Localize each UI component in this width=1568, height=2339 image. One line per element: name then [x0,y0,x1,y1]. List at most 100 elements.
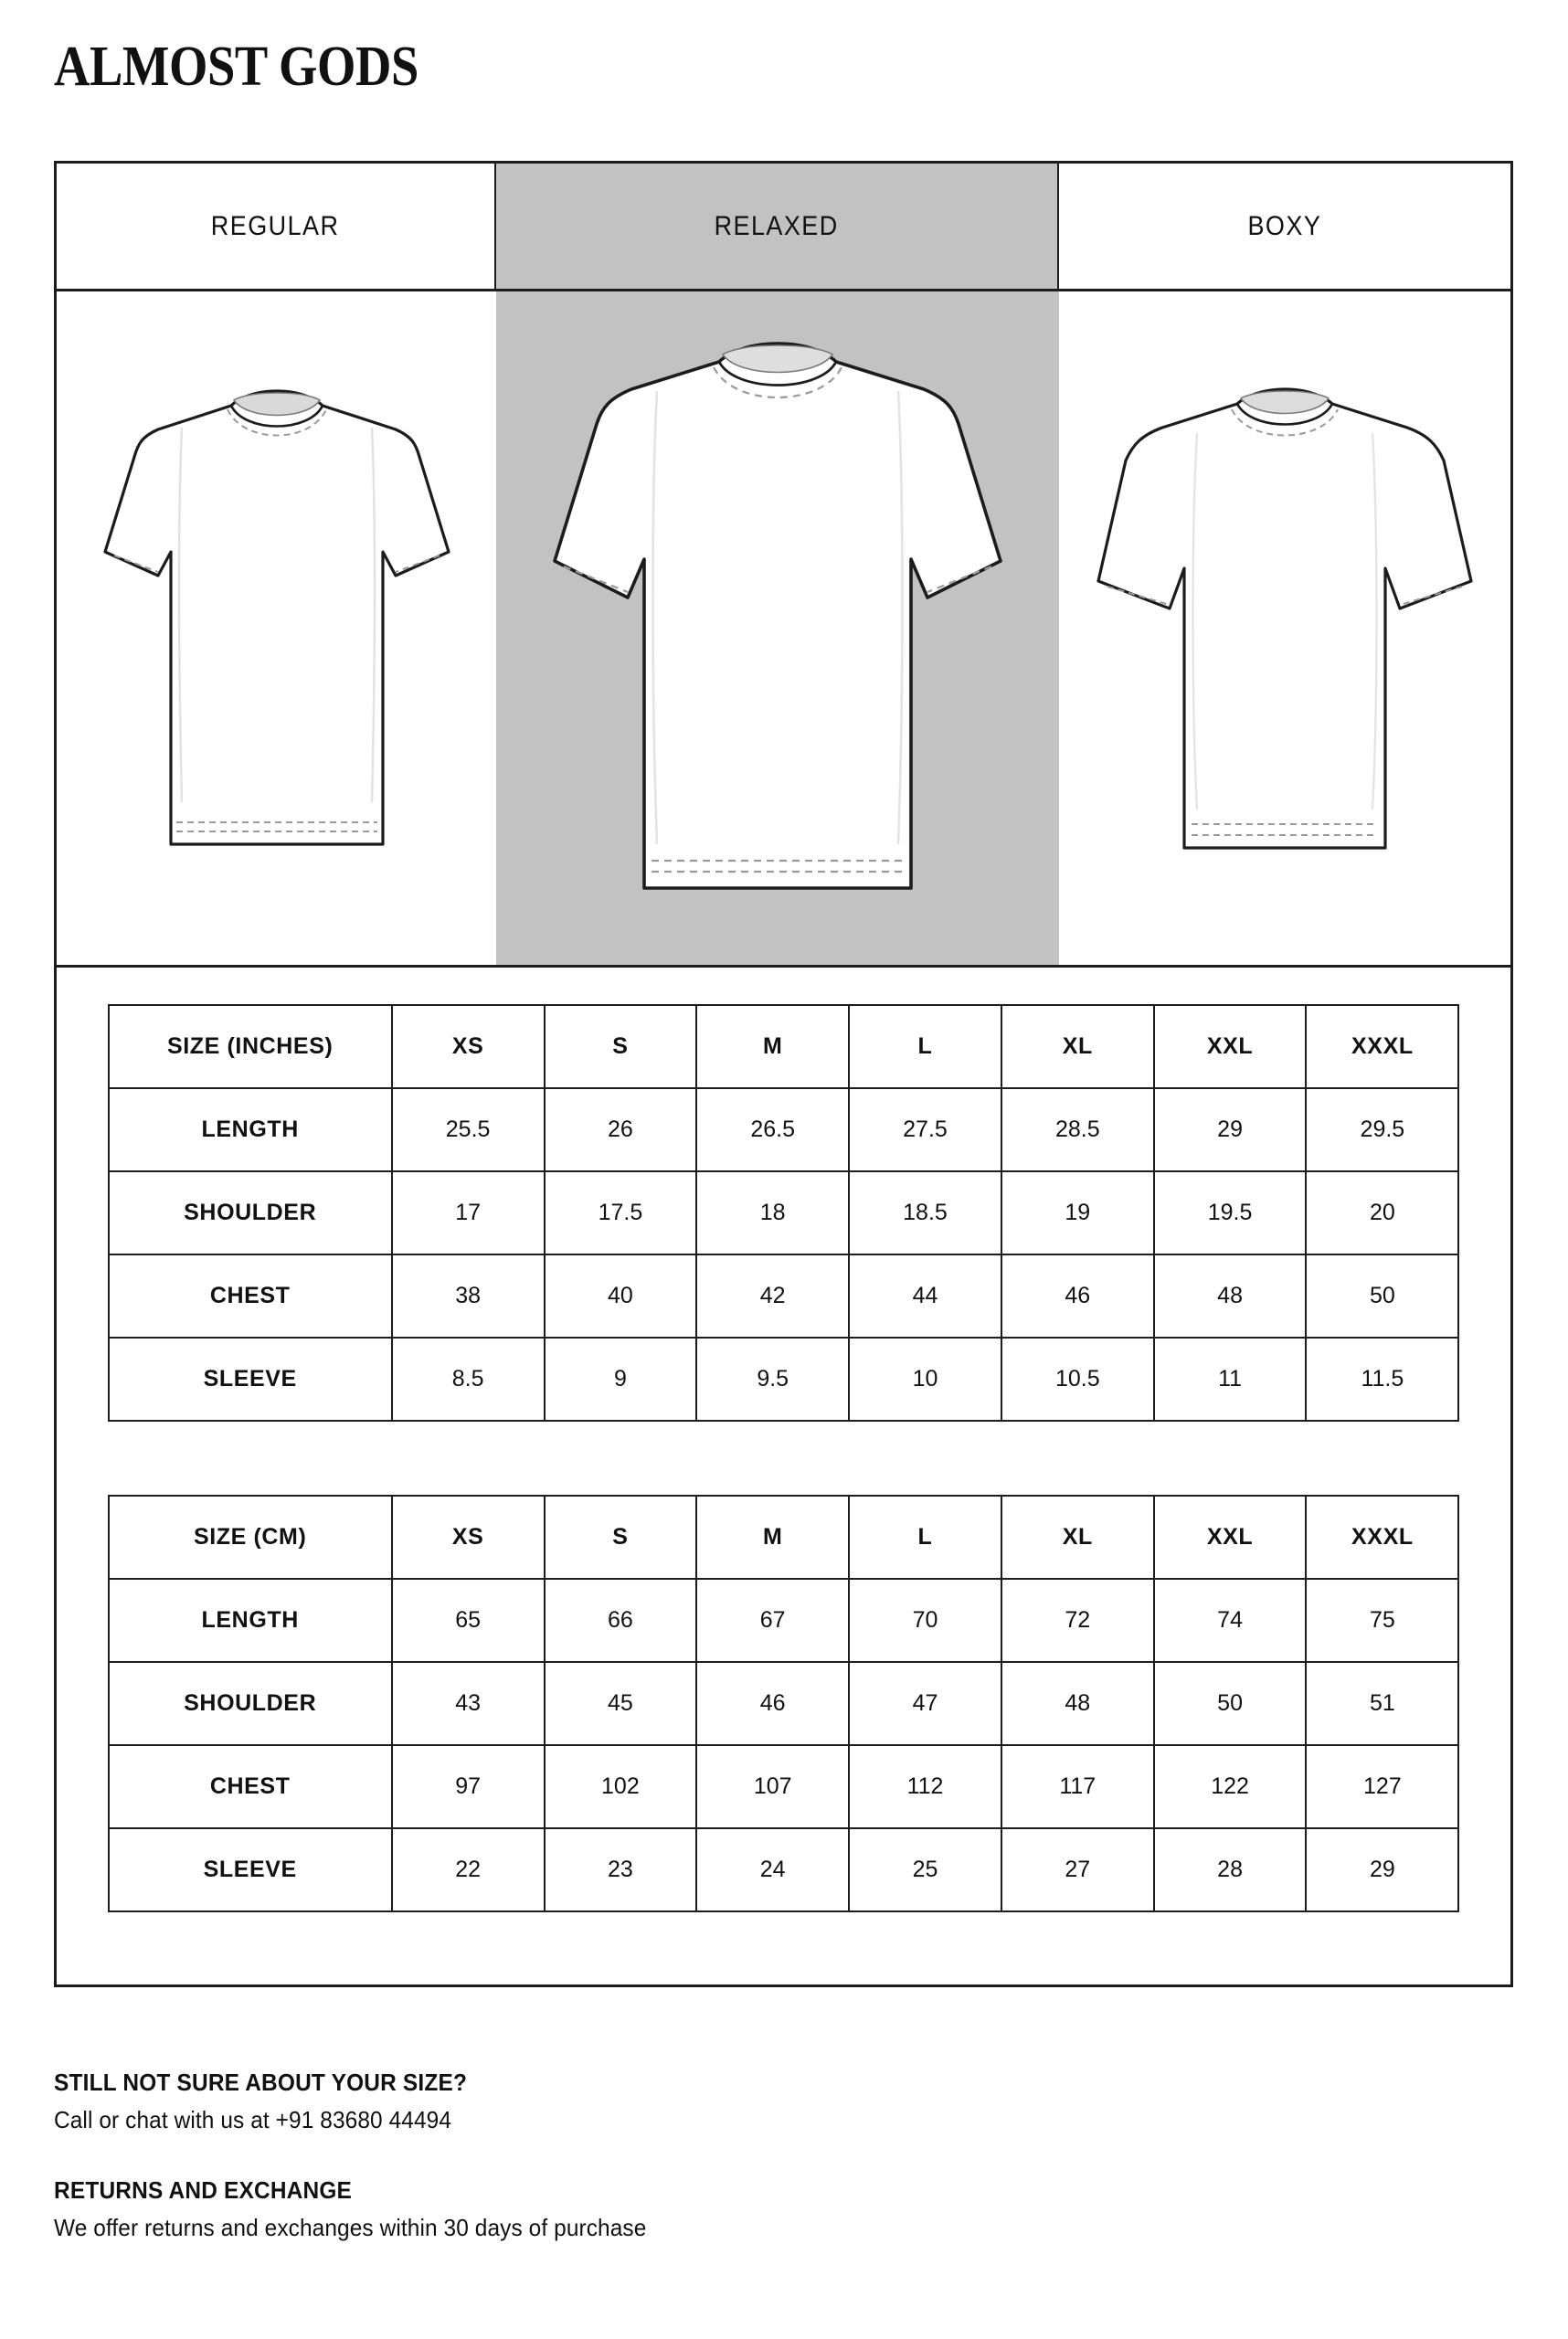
table-cell: 67 [695,1578,851,1663]
table-cell: 127 [1305,1744,1460,1829]
table-cell: 65 [390,1578,546,1663]
row-label: CHEST [107,1744,393,1829]
table-cell: 11.5 [1305,1337,1460,1422]
table-cell: 44 [848,1254,1002,1339]
table-cell: 26.5 [695,1087,851,1172]
table-cell: 27 [1000,1827,1155,1912]
table-cell: 19 [1000,1170,1155,1255]
brand-logo: ALMOST GODS [54,36,418,98]
table-cell: 45 [543,1661,698,1746]
fit-illustration-boxy [1059,291,1510,965]
table-header-cell: L [848,1004,1002,1089]
table-cell: 29 [1305,1827,1460,1912]
table-cell: 18 [695,1170,851,1255]
row-label: CHEST [107,1254,393,1339]
table-cell: 17.5 [543,1170,698,1255]
table-header-cell: SIZE (INCHES) [107,1004,393,1089]
table-cell: 26 [543,1087,698,1172]
returns-title: RETURNS AND EXCHANGE [54,2176,353,2204]
table-cell: 97 [390,1744,546,1829]
table-row: CHEST 97 102 107 112 117 122 127 [107,1744,1460,1829]
table-cell: 22 [390,1827,546,1912]
table-cell: 8.5 [390,1337,546,1422]
table-cell: 48 [1000,1661,1155,1746]
size-chart-frame: REGULAR RELAXED BOXY [54,161,1513,1987]
table-header-cell: XXL [1152,1495,1308,1580]
fit-header-row: REGULAR RELAXED BOXY [57,164,1510,291]
fit-illustration-relaxed [496,291,1059,965]
table-header-cell: M [695,1495,851,1580]
table-header-cell: S [543,1495,698,1580]
table-cell: 102 [543,1744,698,1829]
table-header-row: SIZE (INCHES) XS S M L XL XXL XXXL [107,1004,1460,1089]
table-header-row: SIZE (CM) XS S M L XL XXL XXXL [107,1495,1460,1580]
help-contact-text[interactable]: Call or chat with us at +91 83680 44494 [54,2106,452,2133]
table-cell: 17 [390,1170,546,1255]
footer: STILL NOT SURE ABOUT YOUR SIZE? Call or … [54,2069,1333,2284]
fit-label-relaxed: RELAXED [714,210,840,241]
fit-header-relaxed[interactable]: RELAXED [496,164,1059,289]
table-row: LENGTH 65 66 67 70 72 74 75 [107,1578,1460,1663]
table-cell: 29.5 [1305,1087,1460,1172]
table-cell: 25.5 [390,1087,546,1172]
row-label: SLEEVE [107,1827,393,1912]
table-header-cell: XL [1000,1004,1155,1089]
table-cell: 27.5 [848,1087,1002,1172]
table-header-cell: XS [390,1495,546,1580]
size-table-cm: SIZE (CM) XS S M L XL XXL XXXL LENGTH 65 [107,1495,1460,1912]
table-cell: 24 [695,1827,851,1912]
table-cell: 40 [543,1254,698,1339]
table-cell: 75 [1305,1578,1460,1663]
fit-illustration-regular [57,291,496,965]
row-label: LENGTH [107,1578,393,1663]
table-header-cell: M [695,1004,851,1089]
table-cell: 10 [848,1337,1002,1422]
fit-header-boxy[interactable]: BOXY [1059,164,1510,289]
tshirt-relaxed-icon [553,341,1002,890]
table-cell: 25 [848,1827,1002,1912]
table-cell: 51 [1305,1661,1460,1746]
table-header-cell: SIZE (CM) [107,1495,393,1580]
table-row: SLEEVE 22 23 24 25 27 28 29 [107,1827,1460,1912]
table-cell: 72 [1000,1578,1155,1663]
table-cell: 19.5 [1152,1170,1308,1255]
table-cell: 42 [695,1254,851,1339]
size-table-inches: SIZE (INCHES) XS S M L XL XXL XXXL LENGT… [107,1004,1460,1422]
table-cell: 50 [1305,1254,1460,1339]
table-header-cell: XXXL [1305,1495,1460,1580]
table-cell: 74 [1152,1578,1308,1663]
fit-header-regular[interactable]: REGULAR [57,164,496,289]
table-cell: 28 [1152,1827,1308,1912]
tshirt-boxy-icon [1097,386,1473,850]
table-header-cell: XS [390,1004,546,1089]
table-cell: 9 [543,1337,698,1422]
fit-illustration-row [57,291,1510,968]
table-cell: 112 [848,1744,1002,1829]
table-cell: 10.5 [1000,1337,1155,1422]
table-header-cell: L [848,1495,1002,1580]
fit-label-regular: REGULAR [211,210,340,241]
table-header-cell: XL [1000,1495,1155,1580]
table-row: SHOULDER 43 45 46 47 48 50 51 [107,1661,1460,1746]
table-cell: 50 [1152,1661,1308,1746]
table-header-cell: XXXL [1305,1004,1460,1089]
returns-text: We offer returns and exchanges within 30… [54,2214,647,2241]
table-header-cell: XXL [1152,1004,1308,1089]
table-cell: 20 [1305,1170,1460,1255]
table-cell: 9.5 [695,1337,851,1422]
table-cell: 47 [848,1661,1002,1746]
table-header-cell: S [543,1004,698,1089]
table-cell: 28.5 [1000,1087,1155,1172]
row-label: LENGTH [107,1087,393,1172]
row-label: SHOULDER [107,1170,393,1255]
measurement-tables: SIZE (INCHES) XS S M L XL XXL XXXL LENGT… [57,968,1510,1912]
table-cell: 66 [543,1578,698,1663]
table-cell: 11 [1152,1337,1308,1422]
table-cell: 46 [1000,1254,1155,1339]
table-row: CHEST 38 40 42 44 46 48 50 [107,1254,1460,1339]
tshirt-regular-icon [102,388,450,846]
row-label: SLEEVE [107,1337,393,1422]
help-block: STILL NOT SURE ABOUT YOUR SIZE? Call or … [54,2069,1333,2134]
table-cell: 122 [1152,1744,1308,1829]
